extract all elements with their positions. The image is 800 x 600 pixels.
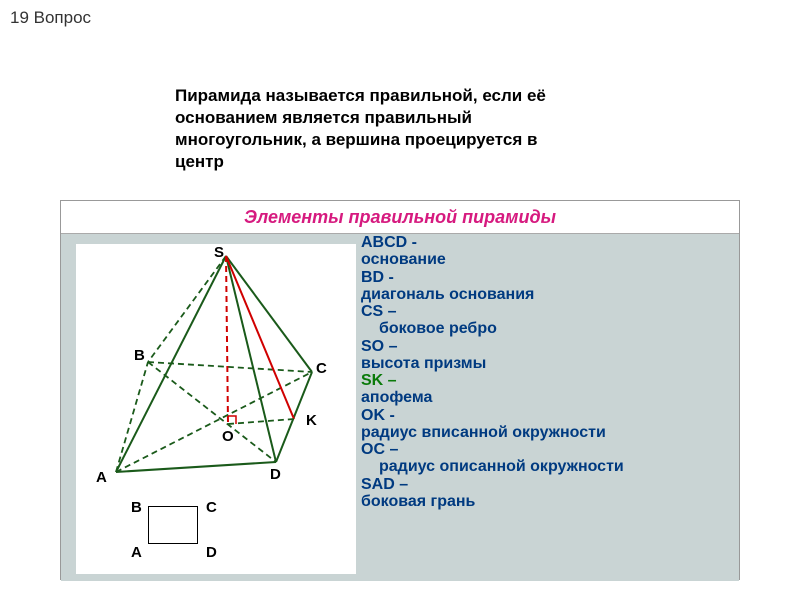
diagram-body: S B C A D O K B C A D ABCD -основаниеBD …	[61, 234, 739, 581]
diagram-box: Элементы правильной пирамиды S B C A D O…	[60, 200, 740, 580]
mini-B: B	[131, 499, 142, 516]
def-row: CS –боковое ребро	[361, 303, 731, 338]
def-desc: радиус вписанной окружности	[361, 424, 731, 441]
label-K: K	[306, 412, 317, 429]
def-desc: радиус описанной окружности	[361, 458, 731, 475]
intro-text: Пирамида называется правильной, если её …	[175, 85, 575, 173]
def-symbol: SO –	[361, 338, 731, 355]
def-row: OC –радиус описанной окружности	[361, 441, 731, 476]
def-symbol: OK -	[361, 407, 731, 424]
definitions: ABCD -основаниеBD -диагональ основанияCS…	[361, 234, 731, 510]
def-desc: боковое ребро	[361, 320, 731, 337]
figure-area: S B C A D O K B C A D	[76, 244, 356, 574]
def-row: BD -диагональ основания	[361, 269, 731, 304]
pyramid-svg	[76, 244, 356, 504]
def-symbol: BD -	[361, 269, 731, 286]
def-symbol: ABCD -	[361, 234, 731, 251]
def-symbol: OC –	[361, 441, 731, 458]
def-row: OK -радиус вписанной окружности	[361, 407, 731, 442]
def-symbol: SAD –	[361, 476, 731, 493]
label-O: O	[222, 428, 234, 445]
mini-C: C	[206, 499, 217, 516]
label-A: A	[96, 469, 107, 486]
def-symbol: CS –	[361, 303, 731, 320]
def-desc: высота призмы	[361, 355, 731, 372]
def-symbol: SK –	[361, 372, 731, 389]
mini-A: A	[131, 544, 142, 561]
def-row: SO –высота призмы	[361, 338, 731, 373]
diagram-title: Элементы правильной пирамиды	[61, 207, 739, 228]
label-D: D	[270, 466, 281, 483]
def-desc: боковая грань	[361, 493, 731, 510]
def-row: SAD –боковая грань	[361, 476, 731, 511]
def-desc: основание	[361, 251, 731, 268]
label-C: C	[316, 360, 327, 377]
label-B: B	[134, 347, 145, 364]
def-desc: диагональ основания	[361, 286, 731, 303]
def-row: ABCD -основание	[361, 234, 731, 269]
mini-square	[148, 506, 198, 544]
def-desc: апофема	[361, 389, 731, 406]
label-S: S	[214, 244, 224, 261]
def-row: SK –апофема	[361, 372, 731, 407]
mini-D: D	[206, 544, 217, 561]
page-title: 19 Вопрос	[10, 8, 91, 28]
